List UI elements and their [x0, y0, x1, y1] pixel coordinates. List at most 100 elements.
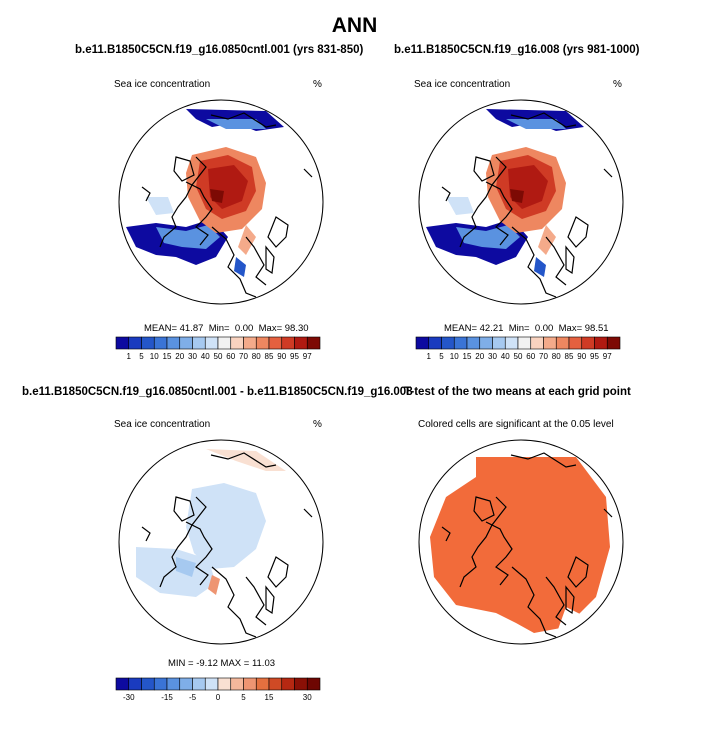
colorbar-swatch	[255, 336, 270, 350]
coastline	[473, 496, 495, 522]
panel-3-field: Sea ice concentration	[114, 419, 211, 430]
panel-1-title: b.e11.B1850C5CN.f19_g16.0850cntl.001 (yr…	[75, 44, 364, 56]
colorbar-swatch	[179, 677, 193, 691]
colorbar-swatch	[192, 677, 206, 691]
map-field	[119, 440, 323, 644]
map-field	[119, 100, 323, 304]
diff-neg-central	[186, 483, 266, 569]
colorbar-tick-label: -15	[161, 693, 173, 702]
colorbar-tick-label: 90	[577, 352, 587, 361]
coastline	[185, 181, 213, 246]
coastline	[265, 585, 275, 615]
panel-1-colorbar	[115, 336, 321, 350]
colorbar-tick-label: 50	[513, 352, 523, 361]
coastline	[567, 216, 589, 248]
map-frame	[118, 439, 324, 645]
coastline	[510, 112, 577, 128]
coastline	[545, 576, 567, 626]
colorbar-swatch	[504, 336, 519, 350]
colorbar-swatch	[517, 336, 532, 350]
colorbar-swatch	[281, 336, 295, 350]
coastline	[511, 226, 557, 298]
colorbar-swatch	[217, 336, 232, 350]
colorbar-tick-label: 15	[162, 352, 172, 361]
colorbar-swatch	[153, 336, 168, 350]
colorbar-tick-label: 40	[200, 352, 210, 361]
colorbar-swatch	[230, 336, 244, 350]
map-frame	[418, 439, 624, 645]
ice-max-core	[510, 189, 524, 203]
diff-pos-fram	[208, 575, 220, 595]
colorbar-tick-label: 20	[475, 352, 485, 361]
coastline	[485, 521, 513, 586]
coastline	[441, 186, 451, 202]
colorbar-tick-label: 30	[188, 352, 197, 361]
coastline	[510, 452, 577, 468]
colorbar-swatch	[230, 677, 244, 691]
colorbar-swatch	[294, 677, 308, 691]
colorbar-swatch	[255, 677, 270, 691]
colorbar-tick-label: 1	[126, 352, 131, 361]
panel-2-units: %	[613, 79, 622, 90]
map-field	[419, 100, 623, 304]
colorbar-tick-label: 60	[526, 352, 536, 361]
coastline	[173, 496, 195, 522]
coastline	[265, 245, 275, 275]
coastline	[567, 556, 589, 588]
ice-hudson	[146, 197, 174, 215]
colorbar-swatch	[606, 336, 621, 350]
coastlines	[441, 112, 613, 298]
colorbar-tick-label: 15	[264, 693, 274, 702]
colorbar-tick-label: 90	[277, 352, 287, 361]
colorbar-tick-label: 95	[290, 352, 299, 361]
colorbar-swatch	[141, 677, 155, 691]
colorbar-tick-label: 1	[426, 352, 431, 361]
colorbar-tick-label: 70	[539, 352, 548, 361]
colorbar-swatch	[453, 336, 468, 350]
ttest-nonsignificant	[436, 457, 476, 497]
colorbar-swatch	[492, 336, 506, 350]
colorbar-swatch	[204, 336, 219, 350]
colorbar-swatch	[268, 677, 283, 691]
colorbar-swatch	[568, 336, 583, 350]
coastline	[159, 496, 207, 588]
ice-mid-pacific	[206, 119, 266, 129]
map-field	[419, 440, 623, 644]
colorbar-tick-label: 10	[449, 352, 459, 361]
colorbar-swatch	[466, 336, 481, 350]
panel-4-map	[418, 439, 624, 645]
colorbar-tick-label: 15	[462, 352, 472, 361]
colorbar-tick-label: -30	[122, 693, 135, 702]
panel-3-title: b.e11.B1850C5CN.f19_g16.0850cntl.001 - b…	[22, 386, 413, 398]
panel-2-title: b.e11.B1850C5CN.f19_g16.008 (yrs 981-100…	[394, 44, 640, 56]
colorbar-swatch	[581, 336, 595, 350]
colorbar-swatch	[530, 336, 544, 350]
coastlines	[141, 452, 313, 638]
colorbar-swatch	[128, 677, 142, 691]
colorbar-swatch	[115, 677, 130, 691]
colorbar-swatch	[306, 336, 321, 350]
colorbar-swatch	[128, 336, 142, 350]
coastline	[267, 216, 289, 248]
ice-low-baltic	[534, 257, 546, 277]
map-frame	[118, 99, 324, 305]
colorbar-tick-label: 30	[302, 693, 312, 702]
colorbar-tick-label: 97	[302, 352, 312, 361]
coastline	[267, 556, 289, 588]
colorbar-tick-label: 40	[500, 352, 510, 361]
coastline	[210, 112, 277, 128]
panel-1-map	[118, 99, 324, 305]
colorbar-tick-label: 70	[239, 352, 248, 361]
panel-1-field: Sea ice concentration	[114, 79, 211, 90]
colorbar-tick-label: 80	[551, 352, 561, 361]
panel-2-colorbar	[415, 336, 621, 350]
coastline	[473, 156, 495, 182]
colorbar-swatch	[204, 677, 219, 691]
colorbar-swatch	[479, 336, 493, 350]
coastline	[485, 181, 513, 246]
panel-1-stats: MEAN= 41.87 Min= 0.00 Max= 98.30	[144, 323, 309, 334]
colorbar-swatch	[306, 677, 321, 691]
colorbar-swatch	[243, 677, 257, 691]
colorbar-tick-label: 97	[602, 352, 612, 361]
colorbar-tick-label: 80	[251, 352, 261, 361]
